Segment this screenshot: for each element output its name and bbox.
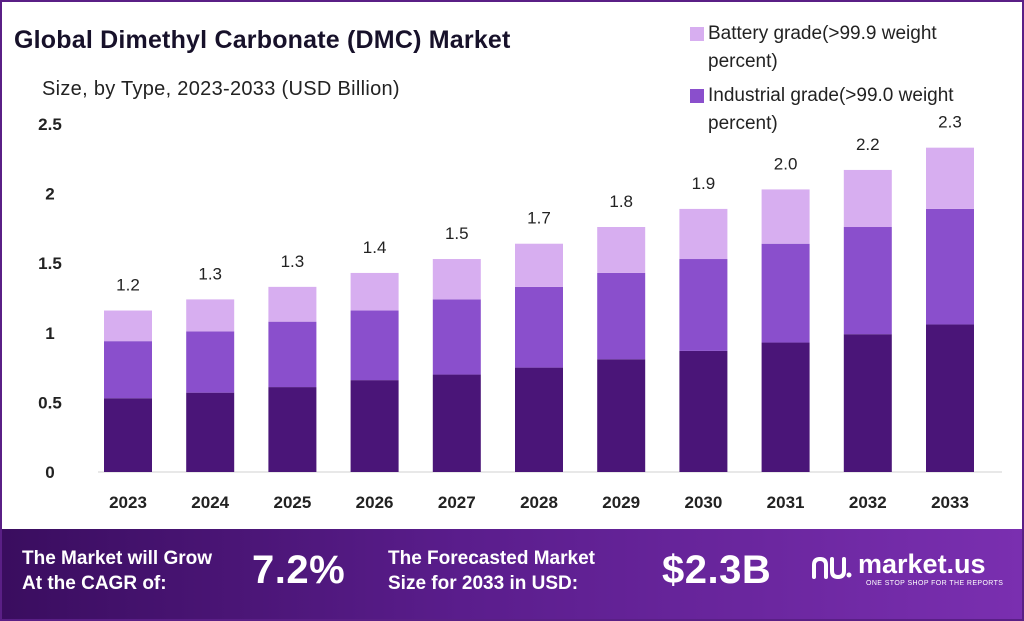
chart-title: Global Dimethyl Carbonate (DMC) Market bbox=[14, 26, 511, 54]
bar-segment-battery bbox=[926, 147, 974, 209]
bar-segment-battery bbox=[515, 243, 563, 287]
bar-segment-base bbox=[186, 392, 235, 472]
bar-segment-industrial bbox=[679, 259, 728, 351]
bar-segment-battery bbox=[843, 169, 892, 228]
bar-segment-base bbox=[761, 342, 810, 472]
x-tick-label: 2033 bbox=[931, 493, 969, 512]
bar-segment-base bbox=[597, 359, 646, 472]
bar-segment-battery bbox=[268, 286, 317, 322]
x-tick-label: 2027 bbox=[438, 493, 476, 512]
legend-item-battery: Battery grade(>99.9 weight percent) bbox=[690, 20, 1008, 76]
legend-swatch-industrial bbox=[690, 89, 704, 103]
bar-segment-industrial bbox=[104, 341, 152, 399]
bar-segment-base bbox=[104, 398, 152, 472]
bar-total-label: 2.2 bbox=[856, 135, 880, 154]
bar-segment-battery bbox=[597, 227, 646, 273]
bar-total-label: 1.7 bbox=[527, 209, 551, 228]
y-tick-label: 1 bbox=[45, 324, 54, 343]
bar-total-label: 1.3 bbox=[281, 252, 305, 271]
x-tick-label: 2032 bbox=[849, 493, 887, 512]
x-tick-label: 2030 bbox=[684, 493, 722, 512]
bar-segment-industrial bbox=[843, 227, 892, 335]
bar-segment-base bbox=[350, 380, 399, 472]
x-tick-label: 2023 bbox=[109, 493, 147, 512]
bar-segment-battery bbox=[350, 272, 399, 311]
bar-total-label: 1.2 bbox=[116, 276, 140, 295]
footer-banner: The Market will Grow At the CAGR of: 7.2… bbox=[2, 529, 1022, 619]
bar-total-label: 2.0 bbox=[774, 154, 798, 173]
forecast-label: The Forecasted Market Size for 2033 in U… bbox=[388, 548, 595, 594]
bar-total-label: 1.4 bbox=[363, 238, 387, 257]
x-tick-label: 2024 bbox=[191, 493, 229, 512]
bar-segment-industrial bbox=[597, 272, 646, 360]
bar-segment-base bbox=[515, 367, 563, 472]
bar-segment-base bbox=[679, 350, 728, 472]
bar-total-label: 1.3 bbox=[198, 264, 222, 283]
bar-segment-battery bbox=[104, 310, 152, 342]
bar-total-label: 1.8 bbox=[609, 192, 633, 211]
legend-item-industrial: Industrial grade(>99.0 weight percent) bbox=[690, 82, 1008, 138]
bar-segment-base bbox=[926, 324, 974, 472]
bar-total-label: 1.9 bbox=[692, 174, 716, 193]
x-tick-label: 2031 bbox=[767, 493, 805, 512]
chart-subtitle: Size, by Type, 2023-2033 (USD Billion) bbox=[42, 78, 400, 100]
bar-segment-base bbox=[432, 374, 481, 472]
y-tick-label: 1.5 bbox=[38, 254, 62, 273]
bar-segment-industrial bbox=[926, 208, 974, 325]
y-tick-label: 2 bbox=[45, 185, 54, 204]
bar-segment-industrial bbox=[186, 331, 235, 393]
bar-segment-base bbox=[843, 334, 892, 472]
x-tick-label: 2025 bbox=[273, 493, 311, 512]
cagr-value: 7.2% bbox=[252, 548, 346, 592]
legend: Battery grade(>99.9 weight percent) Indu… bbox=[690, 20, 1008, 144]
y-tick-label: 0 bbox=[45, 463, 54, 482]
market-us-logo-icon bbox=[812, 556, 852, 580]
y-tick-label: 0.5 bbox=[38, 393, 62, 412]
brand-name: market.us bbox=[858, 549, 986, 579]
bar-total-label: 1.5 bbox=[445, 224, 469, 243]
legend-label-industrial: Industrial grade(>99.0 weight percent) bbox=[708, 85, 954, 134]
legend-label-battery: Battery grade(>99.9 weight percent) bbox=[708, 23, 937, 72]
bar-segment-battery bbox=[679, 208, 728, 260]
y-tick-label: 2.5 bbox=[38, 115, 62, 134]
forecast-value: $2.3B bbox=[662, 548, 772, 592]
x-tick-label: 2029 bbox=[602, 493, 640, 512]
bar-segment-base bbox=[268, 387, 317, 472]
cagr-label: The Market will Grow At the CAGR of: bbox=[22, 548, 213, 594]
bar-segment-industrial bbox=[515, 286, 563, 368]
x-tick-label: 2026 bbox=[356, 493, 394, 512]
bar-segment-battery bbox=[761, 189, 810, 244]
bar-segment-industrial bbox=[268, 321, 317, 388]
bar-segment-battery bbox=[186, 299, 235, 332]
x-tick-label: 2028 bbox=[520, 493, 558, 512]
bar-segment-industrial bbox=[761, 243, 810, 343]
bar-segment-industrial bbox=[432, 299, 481, 375]
stacked-bar-chart: 0 0.5 1 1.5 2 2.5 1.2 2023 1.3 2024 1.3 2025 1.4 2026… bbox=[38, 113, 1002, 512]
bar-segment-industrial bbox=[350, 310, 399, 381]
bar-segment-battery bbox=[432, 259, 481, 300]
brand-tagline: ONE STOP SHOP FOR THE REPORTS bbox=[866, 580, 1004, 587]
legend-swatch-battery bbox=[690, 27, 704, 41]
bar-total-label: 2.3 bbox=[938, 113, 962, 132]
